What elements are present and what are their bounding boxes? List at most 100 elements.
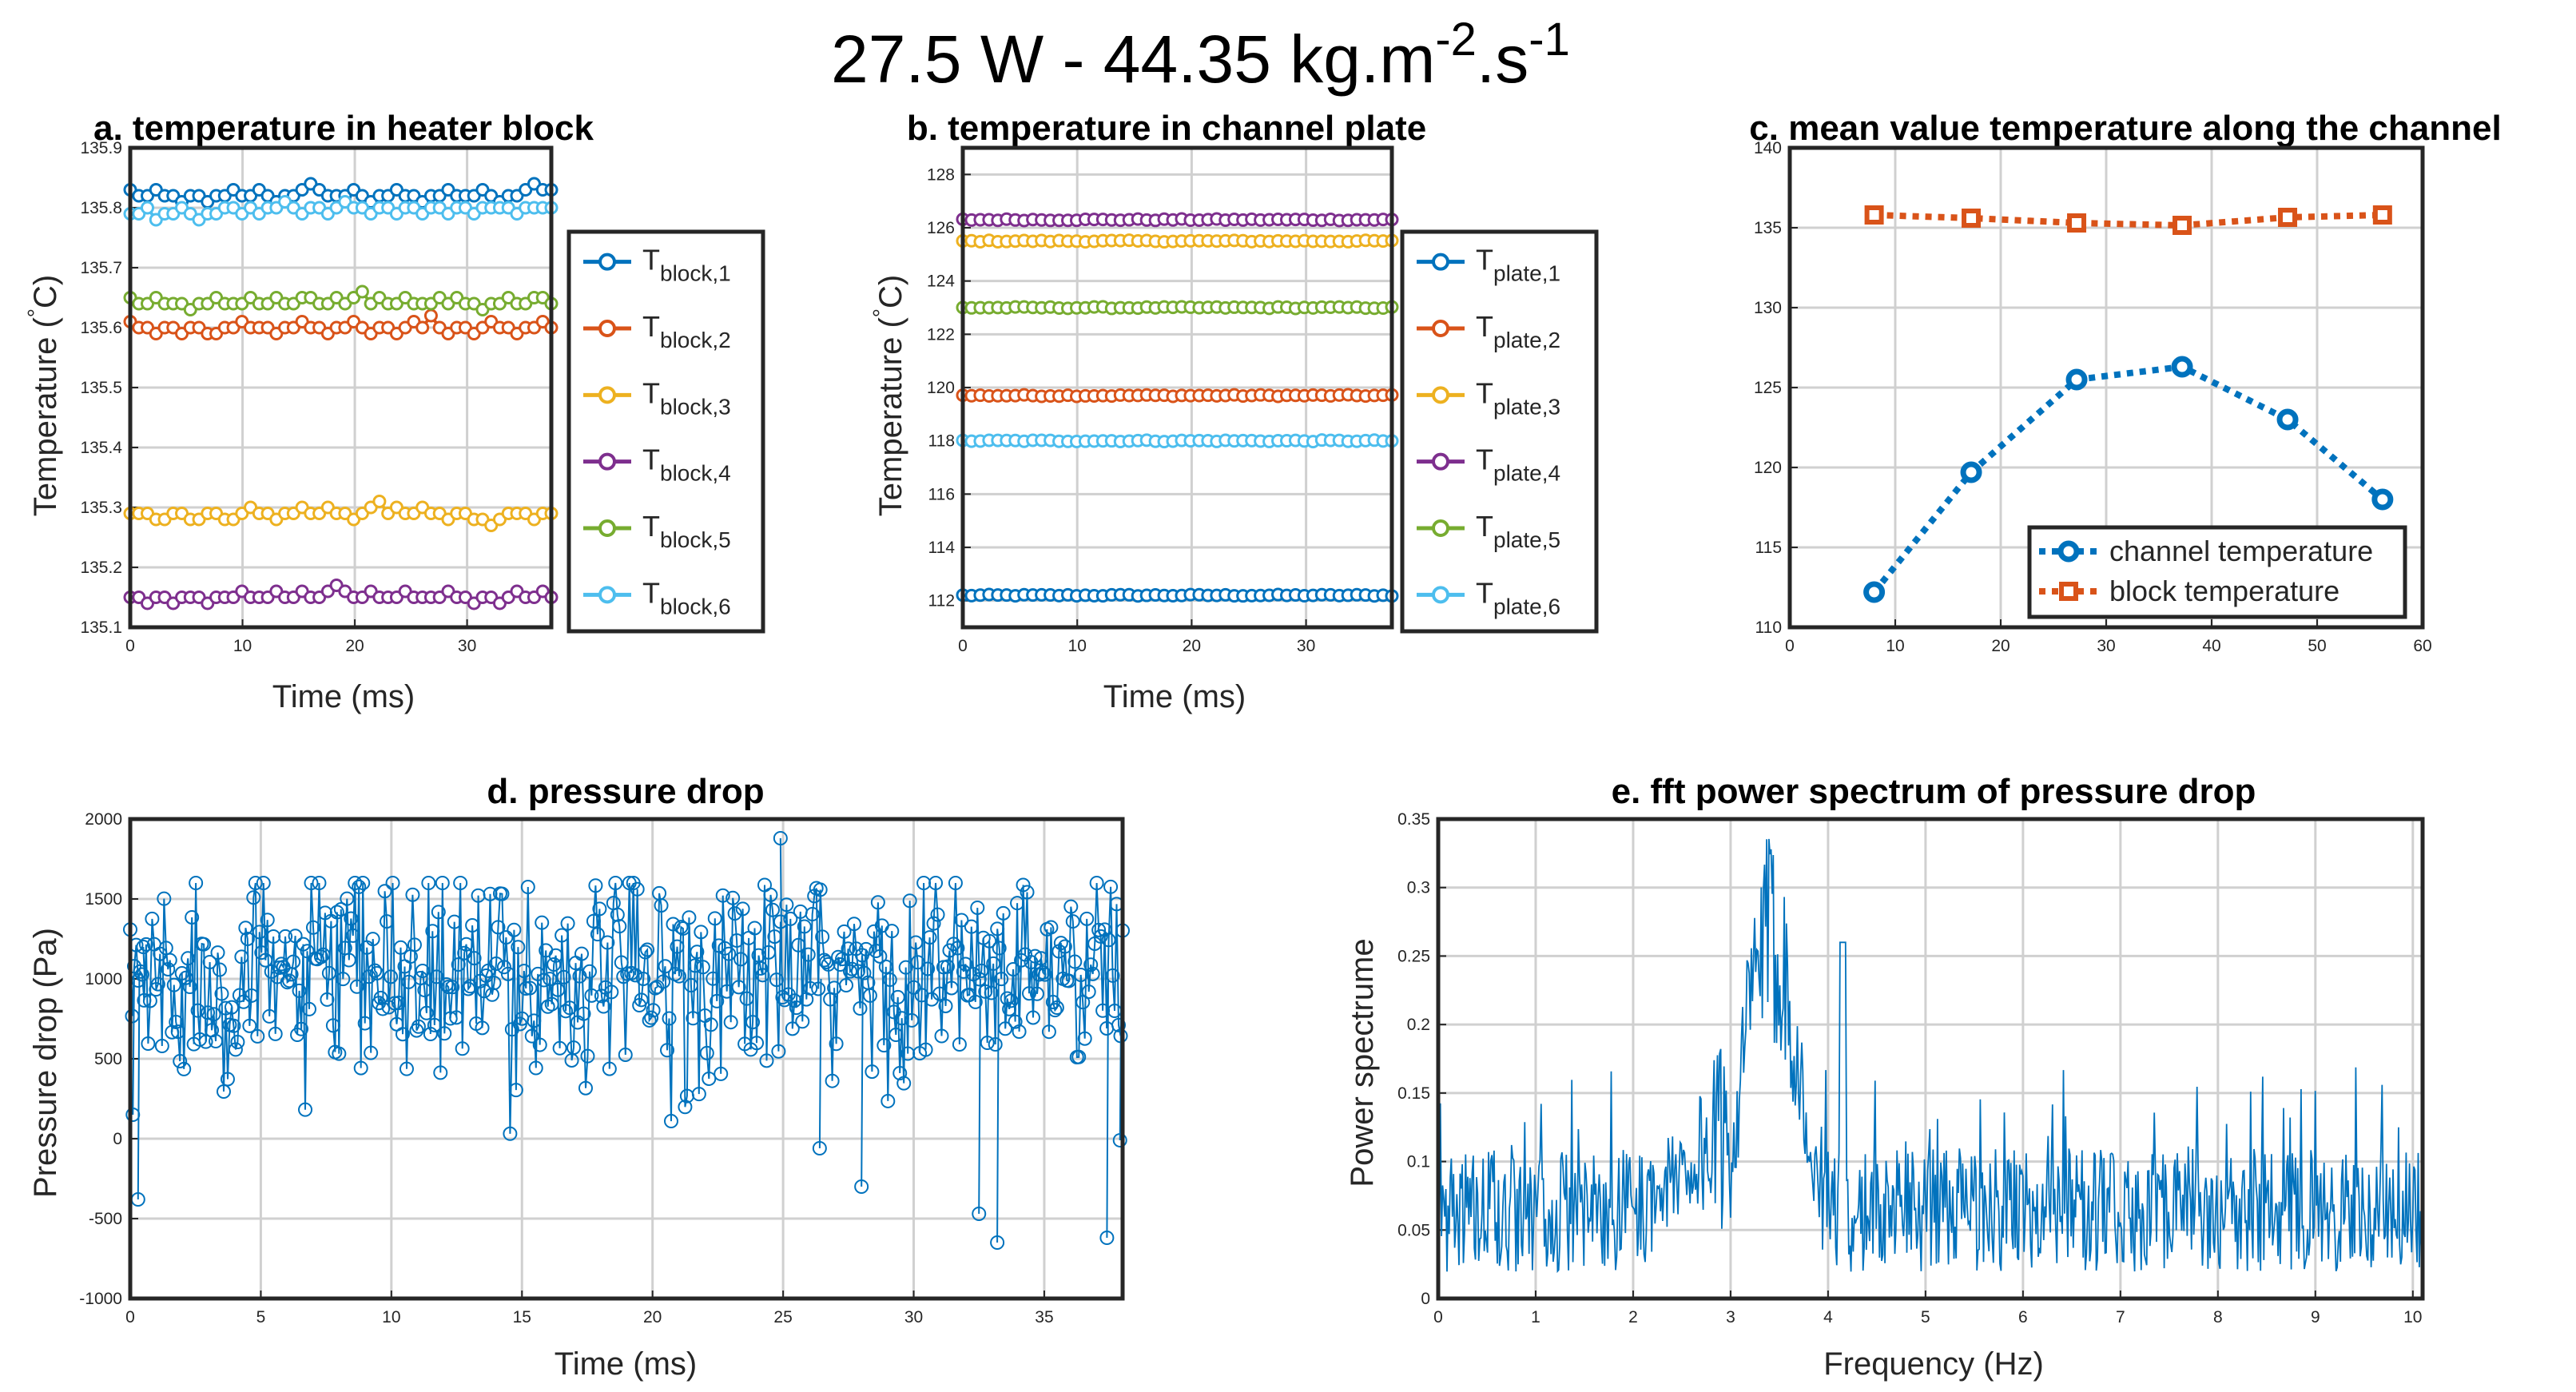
legend-marker-6 [1432, 586, 1449, 604]
panel-d-xtick-label: 20 [643, 1308, 662, 1326]
panel-c-frame [1787, 145, 2425, 630]
panel-a-ytick-label: 135.9 [80, 139, 122, 157]
series-pressure-drop-point [178, 970, 193, 985]
series-pressure-drop-point [427, 1017, 442, 1032]
series-pressure-drop-point [952, 1037, 967, 1052]
series-pressure-drop-point [214, 986, 229, 1001]
series-pressure-drop-point [706, 971, 721, 986]
series-pressure-drop-point [234, 949, 249, 964]
series-pressure-drop-point [365, 932, 380, 947]
legend-entry-3: Tplate,3 [1476, 376, 1560, 419]
series-pressure-drop-point [638, 945, 653, 960]
series-pressure-drop-point [811, 981, 826, 996]
series-pressure-drop-point [1016, 877, 1031, 893]
series-pressure-drop-point [1095, 1003, 1111, 1018]
series-pressure-drop-point [769, 972, 784, 988]
panel-c: c. mean value temperature along the chan… [1749, 109, 2501, 655]
series-pressure-drop-point [282, 973, 297, 988]
legend-entry-name: T [1476, 443, 1493, 476]
series-pressure-drop-point [244, 988, 259, 1003]
legend-entry-name: T [642, 443, 660, 476]
series-pressure-drop-point [316, 947, 331, 962]
panel-a-ytick-label: 135.4 [80, 439, 122, 457]
series-pressure-drop-point [421, 876, 436, 890]
series-pressure-drop-point [723, 1015, 738, 1030]
series-pressure-drop-point [475, 1020, 490, 1036]
panel-c-xtick-label: 60 [2413, 637, 2431, 655]
panel-e: e. fft power spectrum of pressure drop 0… [1345, 772, 2425, 1382]
series-pressure-drop-point [1075, 995, 1091, 1010]
panel-a-ytick-label: 135.3 [80, 499, 122, 517]
series-pressure-drop-point [877, 1038, 892, 1053]
series-pressure-drop-point [437, 1026, 452, 1041]
series-pressure-drop-point [662, 1011, 677, 1026]
series-pressure-drop-point [1047, 1003, 1063, 1018]
series-pressure-drop-point [145, 911, 160, 926]
series-pressure-drop-point [433, 1065, 448, 1080]
series-pressure-drop-point [305, 920, 320, 935]
panel-b-xlabel: Time (ms) [1103, 679, 1246, 714]
series-pressure-drop-point [1041, 1024, 1056, 1040]
series-pressure-drop-point [547, 957, 562, 972]
series-pressure-drop-point [467, 951, 482, 966]
series-pressure-drop-point [496, 960, 511, 975]
series-pressure-drop-point [210, 945, 225, 960]
legend-marker-6 [598, 586, 616, 604]
series-pressure-drop-point [556, 969, 571, 984]
series-pressure-drop-point [345, 928, 360, 943]
series-pressure-drop-point [260, 913, 275, 928]
panel-b-ytick-label: 124 [927, 272, 955, 291]
series-pressure-drop-point [725, 890, 741, 905]
panel-c-ytick-label: 110 [1755, 618, 1782, 637]
series-pressure-drop-point [843, 964, 858, 979]
series-pressure-drop-point [956, 964, 971, 979]
series-pressure-drop-point [900, 1046, 916, 1061]
series-pressure-drop-point [555, 928, 570, 943]
panel-b-title: b. temperature in channel plate [907, 109, 1426, 148]
panel-e-ytick-label: 0.15 [1397, 1084, 1430, 1103]
series-pressure-drop-point [646, 1003, 661, 1018]
series-pressure-drop-point [678, 1100, 693, 1115]
series-pressure-drop-point [312, 876, 327, 890]
series-pressure-drop-point [881, 1093, 896, 1108]
series-pressure-drop-point [216, 1084, 231, 1100]
panel-b-xtick-label: 10 [1068, 637, 1087, 655]
series-pressure-drop-point [435, 876, 450, 890]
series-pressure-drop-point [850, 964, 865, 979]
series-pressure-drop-point [1025, 1010, 1040, 1025]
series-pressure-drop-point [1049, 1000, 1064, 1016]
series-pressure-drop-point [344, 911, 359, 926]
panel-b-ylabel: Temperature (°C) [869, 275, 908, 516]
panel-c-xtick-label: 0 [1785, 637, 1795, 655]
series-pressure-drop-point [812, 1141, 827, 1155]
series-pressure-drop-point [707, 911, 722, 926]
series-pressure-drop-point [1079, 911, 1095, 926]
figure-title-base: 27.5 W - 44.35 kg.m [831, 22, 1435, 97]
series-pressure-drop-point [136, 940, 151, 954]
panel-e-title: e. fft power spectrum of pressure drop [1612, 772, 2256, 811]
series-pressure-drop-point [511, 940, 526, 955]
series-pressure-drop-point [385, 876, 400, 890]
series-pressure-drop-point [1061, 973, 1076, 988]
panel-a-ylabel: Temperature (°C) [23, 275, 63, 516]
legend-entry-sub: plate,1 [1493, 261, 1560, 286]
panel-e-xtick-label: 4 [1823, 1308, 1833, 1326]
series-channel-point [2171, 356, 2193, 378]
panel-e-ytick-label: 0 [1421, 1290, 1430, 1308]
series-pressure-drop-point [202, 955, 217, 970]
series-pressure-drop-point [325, 1018, 340, 1033]
series-pressure-drop-point [527, 1013, 542, 1028]
series-pressure-drop-point [368, 963, 383, 978]
series-pressure-drop-point [488, 956, 503, 971]
series-pressure-drop-point [654, 898, 669, 913]
series-pressure-drop-point [1004, 993, 1019, 1008]
series-pressure-drop-point [1093, 929, 1108, 944]
series-pressure-drop-point [499, 930, 514, 945]
series-pressure-drop-point [1006, 962, 1021, 977]
series-pressure-drop-point [1081, 984, 1096, 1000]
series-pressure-drop-point [540, 999, 555, 1014]
series-pressure-drop-point [190, 1003, 205, 1018]
series-pressure-drop-point [940, 959, 955, 974]
series-pressure-drop-point [1029, 986, 1044, 1001]
series-pressure-drop-point [702, 1071, 717, 1086]
